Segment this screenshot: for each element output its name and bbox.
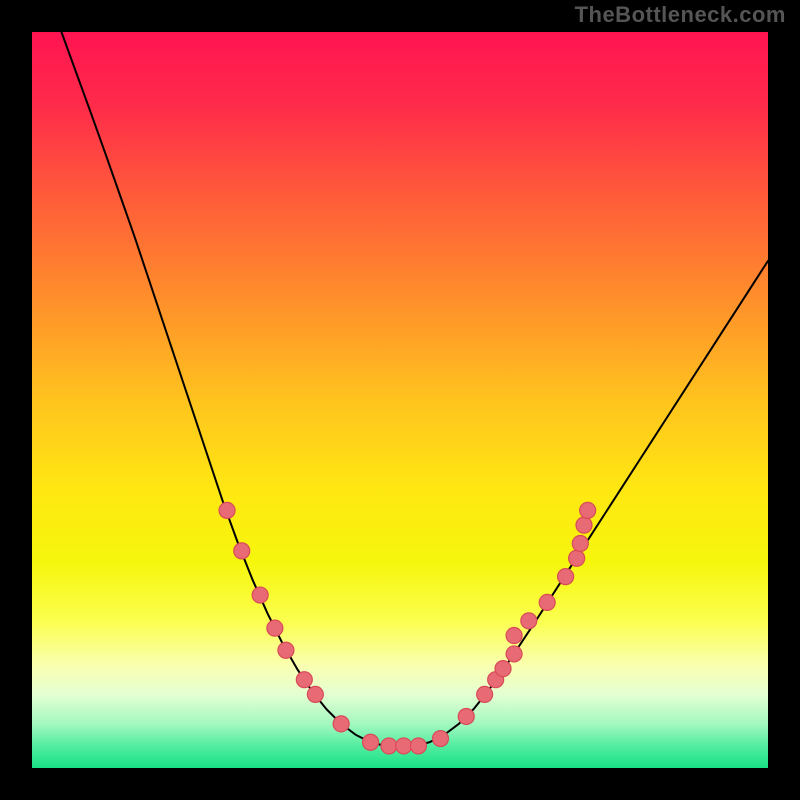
data-marker xyxy=(432,731,448,747)
data-marker xyxy=(252,587,268,603)
data-marker xyxy=(569,550,585,566)
data-marker xyxy=(477,686,493,702)
data-marker xyxy=(307,686,323,702)
data-marker xyxy=(267,620,283,636)
data-marker xyxy=(506,628,522,644)
data-marker xyxy=(539,594,555,610)
data-marker xyxy=(580,502,596,518)
data-marker xyxy=(572,536,588,552)
data-marker xyxy=(396,738,412,754)
data-marker xyxy=(521,613,537,629)
data-marker xyxy=(296,672,312,688)
data-marker xyxy=(576,517,592,533)
plot-area xyxy=(32,32,768,768)
chart-frame: TheBottleneck.com xyxy=(0,0,800,800)
data-marker xyxy=(410,738,426,754)
data-marker xyxy=(278,642,294,658)
watermark-text: TheBottleneck.com xyxy=(575,2,786,28)
data-marker xyxy=(495,661,511,677)
data-marker xyxy=(458,708,474,724)
data-marker xyxy=(333,716,349,732)
data-marker xyxy=(234,543,250,559)
gradient-background xyxy=(32,32,768,768)
data-marker xyxy=(219,502,235,518)
data-marker xyxy=(506,646,522,662)
data-marker xyxy=(363,734,379,750)
data-marker xyxy=(381,738,397,754)
data-marker xyxy=(558,569,574,585)
plot-svg xyxy=(32,32,768,768)
